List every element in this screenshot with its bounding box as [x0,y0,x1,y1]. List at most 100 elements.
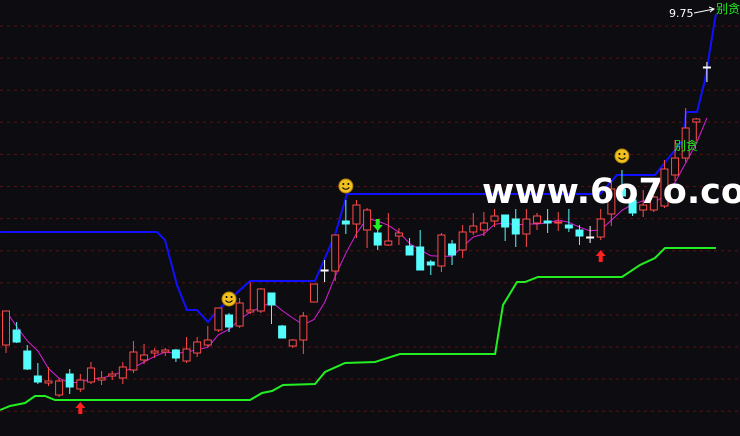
candle [299,312,308,354]
candle [575,225,584,245]
candle-body [12,329,21,343]
candle [193,337,202,357]
sell-arrow-down-icon [372,219,383,231]
candle-body [299,315,308,341]
candle [44,367,53,386]
candle-body [671,157,680,176]
candle [140,344,149,364]
candle [256,288,265,313]
candle [214,307,223,332]
candle-body [501,214,510,228]
candle-body [352,204,361,225]
candle [320,260,329,282]
candle-body [309,283,318,303]
candle [649,196,658,212]
candle-body [118,366,127,379]
candle [681,108,690,162]
candle-body [564,224,573,229]
greed-warning-label: 别贪 [674,139,699,153]
candle [702,62,711,82]
candle [309,283,318,303]
moving-average-line [5,117,708,384]
candle-body [681,127,690,159]
smiley-icon [338,178,354,194]
candle-body [511,218,520,235]
max-price-arrow-icon [693,6,716,14]
candle [660,160,669,208]
candle-body [23,350,32,370]
candle-body [140,354,149,361]
candle [501,214,510,241]
candle-body [596,218,605,238]
candle-body [639,204,648,211]
candle [129,341,138,373]
candle-body [490,215,499,222]
candle [23,345,32,370]
candle [692,118,701,141]
candle [55,378,64,397]
candle-body [533,215,541,224]
candle-body [256,288,265,312]
candle [33,363,42,384]
candle-body [33,375,42,383]
candle [458,225,467,258]
candle [554,212,563,231]
candle-body [628,199,637,214]
candle [76,374,85,392]
candle [2,310,10,353]
candle [182,337,191,363]
candle-body [193,341,202,354]
candle [384,213,393,246]
candle-body [214,307,223,331]
candle [278,325,287,339]
candle [203,326,212,347]
candle [331,234,340,281]
buy-arrow-up-icon [75,402,86,414]
candle [97,371,106,385]
candle-body [607,188,616,215]
lower-band-line [0,247,716,411]
candle-body [660,168,669,207]
candle [416,230,425,271]
candle [511,209,520,247]
candle-body [692,118,701,123]
candle [394,228,403,245]
smiley-icon [221,291,237,307]
candle [437,233,446,272]
candle-body [267,292,276,306]
candle [65,369,74,394]
candle [479,212,488,236]
smiley-icon [614,148,630,164]
candle [639,190,648,217]
candle-body [235,302,244,327]
candle-body [331,234,340,272]
candle-body [97,377,106,381]
candle-body [416,246,425,271]
candle-body [617,188,626,197]
candle [607,180,616,226]
candle-body [44,380,53,384]
candle [617,170,626,200]
candle [671,140,680,181]
candle [86,362,95,384]
candle-body [469,225,478,233]
candle [543,209,552,233]
candle [596,209,605,240]
candle [469,213,478,235]
candle-body [65,373,74,388]
candle-body [373,232,382,246]
candle [522,209,531,247]
candle-body [171,349,180,359]
candle-body [575,229,584,237]
max-price-label: 9.75 [669,7,694,20]
candle [586,226,595,243]
candle [564,209,573,232]
candle [363,208,372,248]
candle-body [702,66,711,69]
candle [118,362,127,384]
candle [288,339,297,348]
candle-body [554,221,563,224]
candle-body [543,220,552,224]
candle-body [246,309,255,313]
